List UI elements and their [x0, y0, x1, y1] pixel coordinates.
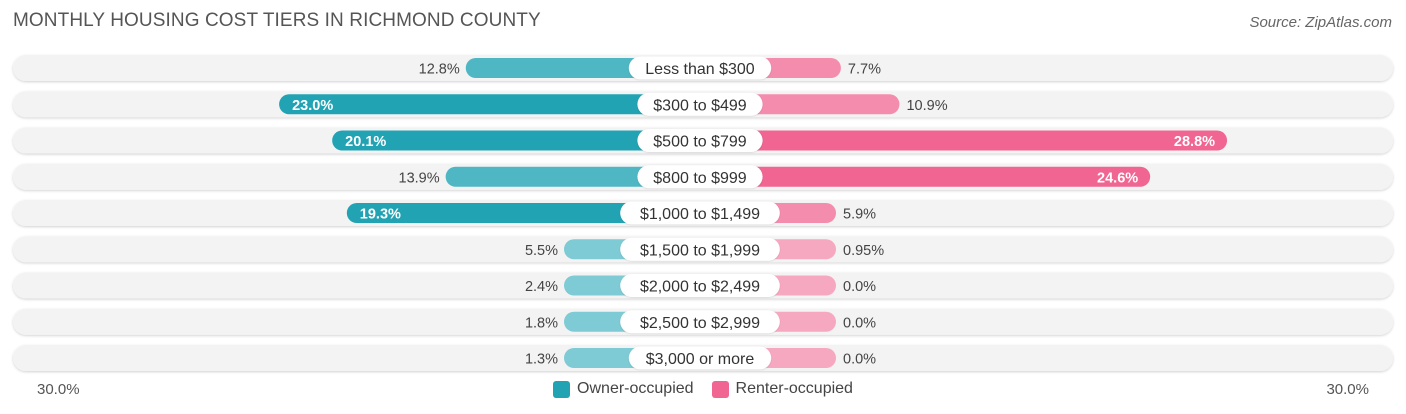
- chart-row: 13.9% 24.6% $800 to $999: [13, 163, 1393, 190]
- category-label: $500 to $799: [653, 134, 747, 151]
- legend-swatch-owner: [553, 380, 571, 398]
- owner-value-label: 5.5%: [525, 243, 558, 259]
- chart-row: 23.0% 10.9% $300 to $499: [13, 91, 1393, 118]
- owner-value-label: 20.1%: [345, 134, 386, 150]
- owner-value-label: 12.8%: [419, 62, 460, 78]
- category-pill: [620, 237, 780, 261]
- renter-value-label: 0.0%: [843, 352, 876, 368]
- category-pill: [620, 274, 780, 297]
- renter-value-label: 7.7%: [848, 62, 881, 78]
- chart-title: MONTHLY HOUSING COST TIERS IN RICHMOND C…: [13, 10, 541, 31]
- chart-row: 1.8% 0.0% $2,500 to $2,999: [13, 308, 1393, 335]
- owner-bar: [332, 130, 700, 151]
- renter-value-label: 0.0%: [843, 279, 876, 295]
- category-label: $300 to $499: [653, 97, 747, 114]
- chart-row: 19.3% 5.9% $1,000 to $1,499: [13, 200, 1393, 226]
- legend-item-renter: Renter-occupied: [711, 380, 853, 398]
- owner-bar: [346, 203, 700, 223]
- category-pill: [628, 346, 772, 370]
- category-label: Less than $300: [645, 61, 755, 78]
- category-label: $3,000 or more: [646, 351, 755, 368]
- category-label: $2,500 to $2,999: [640, 315, 760, 332]
- axis-min-label: 30.0%: [37, 381, 80, 398]
- legend: Owner-occupied Renter-occupied: [0, 380, 1406, 398]
- legend-swatch-renter: [711, 380, 729, 398]
- chart-row: 20.1% 28.8% $500 to $799: [13, 127, 1393, 154]
- owner-bar: [279, 94, 700, 115]
- legend-item-owner: Owner-occupied: [553, 380, 694, 398]
- category-pill: [620, 310, 780, 334]
- renter-value-label: 5.9%: [843, 207, 876, 223]
- renter-value-label: 10.9%: [906, 98, 947, 114]
- legend-label-owner: Owner-occupied: [577, 380, 694, 397]
- renter-bar: [700, 166, 1151, 187]
- legend-label-renter: Renter-occupied: [735, 380, 853, 397]
- owner-value-label: 13.9%: [399, 170, 440, 186]
- category-pill: [620, 201, 780, 225]
- category-label: $800 to $999: [653, 170, 747, 187]
- chart-row: 2.4% 0.0% $2,000 to $2,499: [13, 272, 1393, 299]
- renter-value-label: 0.0%: [843, 315, 876, 331]
- owner-value-label: 1.8%: [525, 315, 558, 331]
- category-label: $1,500 to $1,999: [640, 242, 760, 259]
- category-pill: [637, 129, 763, 152]
- category-pill: [637, 92, 763, 116]
- chart-row: 5.5% 0.95% $1,500 to $1,999: [13, 236, 1393, 263]
- owner-value-label: 1.3%: [525, 352, 558, 368]
- owner-bar: [445, 166, 700, 187]
- owner-value-label: 23.0%: [292, 98, 333, 114]
- renter-bar: [700, 130, 1228, 151]
- category-pill: [637, 165, 763, 189]
- renter-value-label: 28.8%: [1174, 134, 1215, 150]
- axis-max-label: 30.0%: [1326, 381, 1369, 398]
- category-label: $2,000 to $2,499: [640, 279, 760, 296]
- renter-value-label: 0.95%: [843, 243, 884, 259]
- renter-value-label: 24.6%: [1097, 170, 1138, 186]
- owner-value-label: 19.3%: [360, 207, 401, 223]
- chart-source: Source: ZipAtlas.com: [1249, 14, 1392, 31]
- owner-value-label: 2.4%: [525, 279, 558, 295]
- chart-row: 12.8% 7.7% Less than $300: [13, 55, 1393, 81]
- chart-row: 1.3% 0.0% $3,000 or more: [13, 345, 1393, 371]
- category-label: $1,000 to $1,499: [640, 206, 760, 223]
- category-pill: [628, 56, 772, 80]
